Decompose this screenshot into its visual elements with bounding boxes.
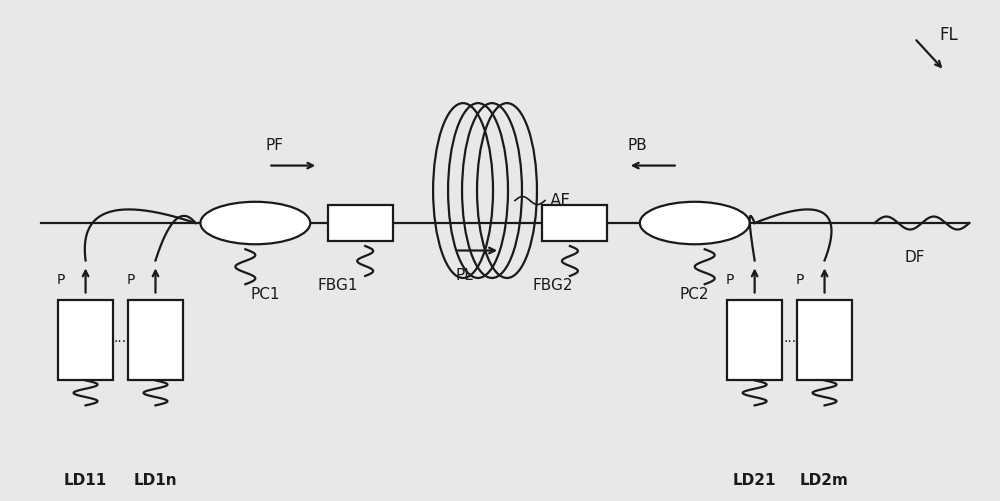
Text: PF: PF [265, 138, 283, 153]
Text: PL: PL [455, 268, 473, 283]
Bar [797, 301, 852, 380]
Bar [58, 301, 113, 380]
Bar [542, 205, 607, 241]
Text: LD11: LD11 [64, 473, 107, 488]
Text: FL: FL [939, 26, 958, 44]
Text: P: P [795, 274, 804, 288]
Text: P: P [56, 274, 65, 288]
Text: LD21: LD21 [733, 473, 776, 488]
Text: DF: DF [904, 250, 925, 266]
Text: P: P [126, 274, 135, 288]
Text: FBG2: FBG2 [532, 279, 573, 294]
Text: PC2: PC2 [680, 287, 709, 302]
Ellipse shape [200, 202, 310, 244]
Text: LD2m: LD2m [800, 473, 849, 488]
Bar [128, 301, 183, 380]
Text: ...: ... [114, 331, 127, 345]
Text: FBG1: FBG1 [318, 279, 358, 294]
Text: AF: AF [550, 191, 571, 209]
Ellipse shape [640, 202, 750, 244]
Text: PC1: PC1 [250, 287, 280, 302]
Text: ...: ... [783, 331, 796, 345]
Bar [727, 301, 782, 380]
Text: P: P [725, 274, 734, 288]
Bar [328, 205, 393, 241]
Text: PB: PB [628, 138, 648, 153]
Text: LD1n: LD1n [134, 473, 177, 488]
